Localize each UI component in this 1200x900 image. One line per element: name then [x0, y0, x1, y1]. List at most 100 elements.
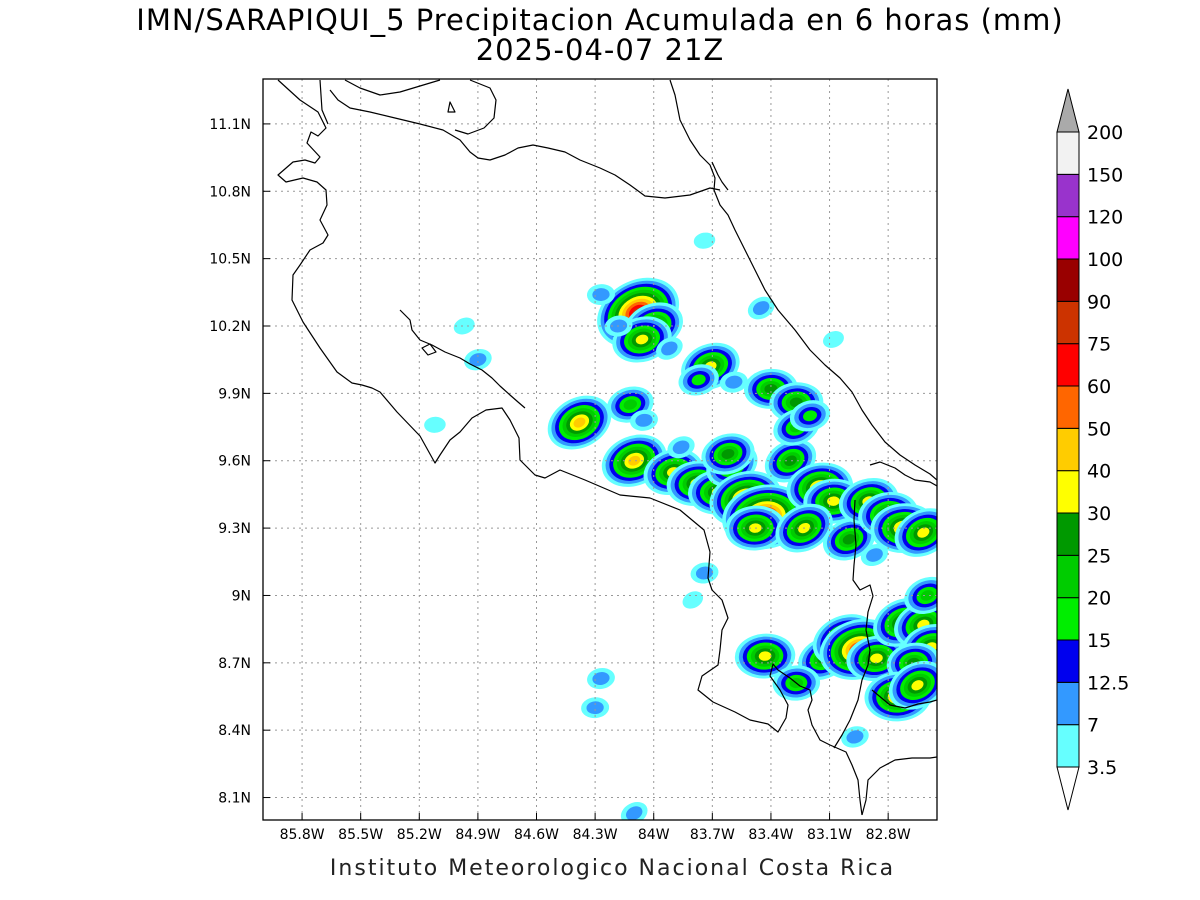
- colorbar-min-arrow: [1056, 766, 1080, 811]
- map-title: IMN/SARAPIQUI_5 Precipitacion Acumulada …: [136, 3, 1064, 37]
- colorbar-level-label: 75: [1087, 334, 1111, 356]
- lon-tick-label: 84.6W: [514, 827, 559, 843]
- panama-border: [869, 461, 937, 487]
- colorbar-level-label: 90: [1087, 291, 1111, 313]
- caribbean-coast: [669, 79, 937, 481]
- lat-tick-label: 8.1N: [218, 791, 251, 807]
- colorbar-swatch: [1056, 427, 1080, 472]
- precip-cell: [586, 284, 616, 305]
- precip-contour: [784, 455, 797, 466]
- san-juan-river-mouth: [711, 161, 729, 191]
- colorbar-swatch: [1056, 258, 1080, 302]
- lon-tick-label: 83.1W: [807, 827, 852, 843]
- precip-contour: [682, 591, 704, 609]
- precip-cell: [888, 660, 937, 710]
- precip-contour: [846, 730, 864, 744]
- colorbar-swatch: [1056, 173, 1080, 218]
- colorbar-level-label: 3.5: [1087, 757, 1117, 779]
- lon-tick-label: 83.4W: [748, 827, 793, 843]
- colorbar-swatch: [1056, 724, 1080, 768]
- precip-contour: [635, 334, 649, 345]
- lon-tick-label: 82.8W: [866, 827, 911, 843]
- precip-contour: [661, 341, 678, 356]
- colorbar-level-label: 40: [1087, 461, 1111, 483]
- lat-lon-grid: [263, 79, 937, 820]
- precip-cell: [453, 317, 475, 335]
- map-frame: [262, 78, 938, 821]
- lon-tick-label: 85.2W: [397, 827, 442, 843]
- precip-contour: [870, 653, 883, 664]
- colorbar-level-label: 60: [1087, 376, 1111, 398]
- lat-tick-label: 10.2N: [209, 319, 251, 335]
- precip-cell: [894, 508, 937, 557]
- nicaragua-border: [329, 89, 721, 199]
- precip-cell: [424, 416, 446, 433]
- precip-contour: [752, 301, 770, 315]
- colorbar-level-label: 50: [1087, 418, 1111, 440]
- costa-rica-pacific-coast: [277, 79, 863, 816]
- precip-cell: [682, 591, 704, 609]
- lat-tick-label: 11.1N: [209, 117, 251, 133]
- precip-cell: [620, 801, 648, 820]
- precip-contour: [917, 527, 930, 538]
- colorbar-level-label: 20: [1087, 588, 1111, 610]
- lat-tick-label: 8.7N: [218, 656, 251, 672]
- map-valid-time: 2025-04-07 21Z: [475, 33, 725, 67]
- colorbar-swatch: [1056, 597, 1080, 641]
- lon-tick-label: 83.7W: [690, 827, 735, 843]
- colorbar-swatch: [1056, 470, 1080, 514]
- panama-pacific-coast: [861, 756, 937, 816]
- precip-cell: [630, 409, 658, 431]
- lon-tick-label: 84.9W: [455, 827, 500, 843]
- colorbar-level-label: 7: [1087, 715, 1099, 737]
- panama-border-south: [833, 499, 874, 749]
- lat-tick-label: 9.6N: [218, 454, 251, 470]
- precip-cell: [690, 562, 719, 584]
- precip-cell: [841, 726, 869, 748]
- precip-contour: [842, 534, 856, 545]
- precip-cell: [734, 633, 796, 679]
- precip-contour: [424, 416, 446, 433]
- lon-tick-label: 84.3W: [573, 827, 618, 843]
- lon-tick-label: 85.5W: [338, 827, 383, 843]
- precip-contour: [725, 375, 743, 389]
- precip-contour: [920, 590, 934, 601]
- colorbar-max-arrow: [1056, 88, 1080, 133]
- colorbar: 3.5 7 12.5 15 20 25 30 40 50 60 75 90 100 120 150 200: [1056, 88, 1129, 811]
- precip-contour: [721, 448, 735, 459]
- colorbar-level-label: 30: [1087, 503, 1111, 525]
- precip-contour: [635, 413, 653, 427]
- precip-contour: [911, 680, 924, 691]
- lake-nicaragua-shore: [319, 79, 329, 125]
- precip-contour: [628, 455, 641, 466]
- precip-cell: [693, 232, 716, 249]
- colorbar-level-label: 200: [1087, 122, 1123, 144]
- colorbar-swatch: [1056, 681, 1080, 726]
- precip-contour: [693, 232, 716, 249]
- colorbar-swatch: [1056, 554, 1080, 599]
- chira-island: [421, 343, 437, 356]
- lat-tick-label: 9.9N: [218, 386, 251, 402]
- precip-cell: [747, 296, 775, 320]
- colorbar-level-label: 15: [1087, 630, 1111, 652]
- precip-contour: [469, 353, 487, 367]
- precip-cell: [822, 518, 876, 561]
- colorbar-level-label: 25: [1087, 545, 1111, 567]
- nicoya-gulf-coast: [399, 309, 526, 409]
- precip-cell: [789, 400, 831, 432]
- precip-cell: [667, 436, 695, 459]
- precip-cell: [823, 331, 844, 348]
- lat-tick-label: 10.5N: [209, 252, 251, 268]
- precip-contour: [573, 417, 586, 428]
- precip-cell: [547, 395, 612, 450]
- precip-cell: [581, 697, 610, 719]
- lat-tick-label: 9N: [232, 588, 251, 604]
- precip-cell: [656, 337, 683, 360]
- precip-cell: [587, 668, 615, 690]
- precip-contour: [691, 374, 706, 386]
- lake-nicaragua-north: [344, 79, 441, 96]
- colorbar-swatch: [1056, 639, 1080, 683]
- precip-cell: [678, 364, 719, 396]
- colorbar-swatch: [1056, 216, 1080, 260]
- ometepe-islet: [447, 101, 456, 113]
